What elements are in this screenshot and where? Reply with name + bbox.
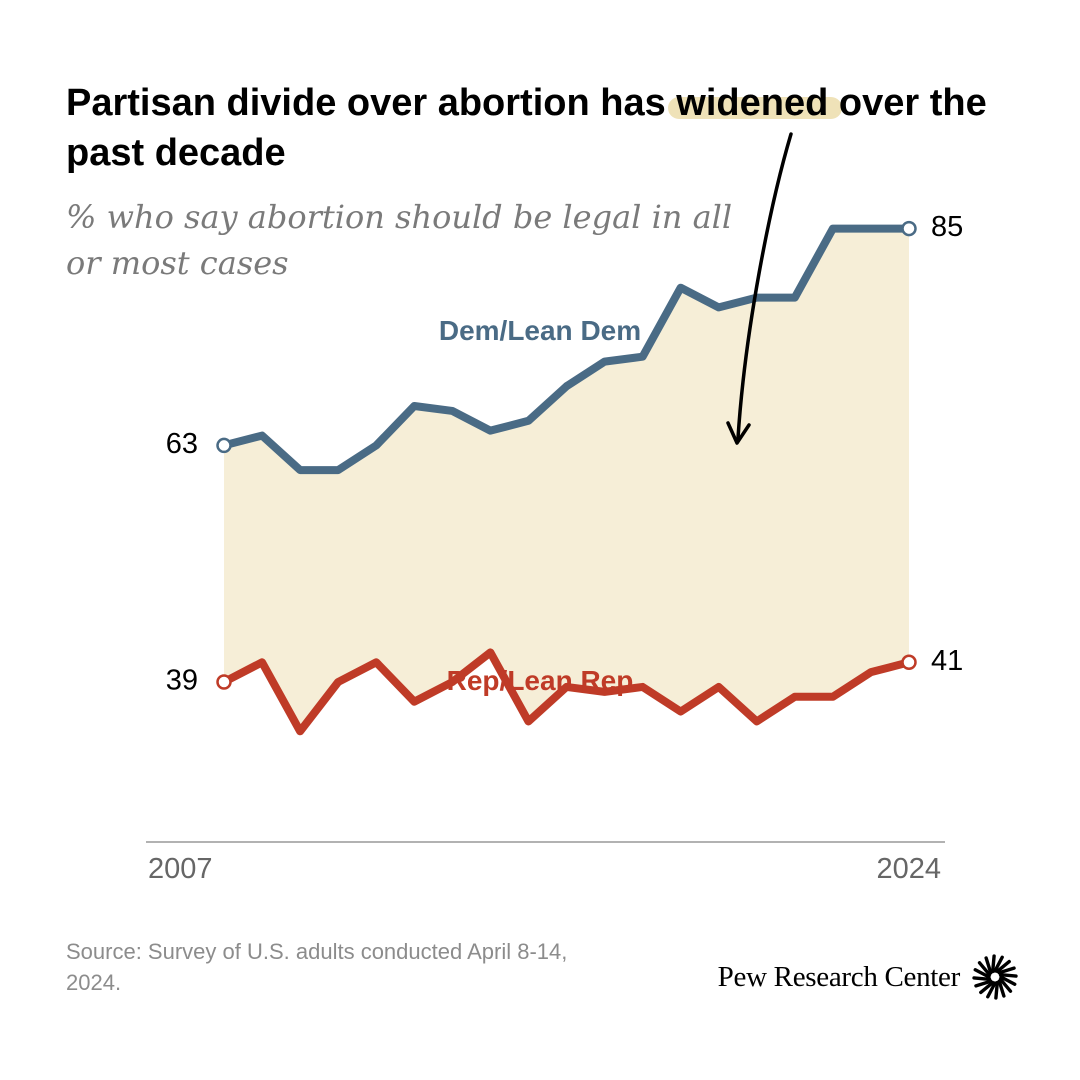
pew-burst-ray (991, 954, 996, 974)
pew-burst-ray (972, 976, 992, 981)
callout-arrowhead (726, 421, 751, 445)
logo-text: Pew Research Center (717, 960, 961, 993)
pew-burst-ray (979, 980, 995, 995)
x-axis-start-label: 2007 (148, 853, 213, 885)
pew-burst-ray (984, 956, 993, 975)
pew-burst-ray (997, 966, 1016, 975)
pew-burst-ray (973, 968, 991, 979)
dem-series-name: Dem/Lean Dem (439, 315, 641, 346)
pew-logo: Pew Research Center (718, 954, 1018, 1000)
pew-burst-ray (995, 959, 1011, 974)
pew-burst-ray (998, 977, 1013, 993)
x-axis-end-label: 2024 (876, 853, 941, 885)
gap-area (224, 228, 909, 732)
pew-burst-ray (999, 975, 1017, 986)
pew-burst-icon (972, 954, 1018, 1000)
chart-title: Partisan divide over abortion has widene… (66, 78, 1026, 178)
pew-burst-ray (997, 979, 1006, 998)
chart-subtitle: % who say abortion should be legal in al… (66, 198, 733, 282)
source-note: Source: Survey of U.S. adults conducted … (66, 939, 568, 995)
dem-series-line (220, 224, 913, 475)
dem-start-marker (216, 437, 232, 454)
dem-end-marker (901, 220, 917, 237)
title-part-1: Partisan divide over abortion has (66, 82, 677, 124)
pew-burst-ray (977, 961, 992, 977)
rep-end-marker (901, 654, 917, 671)
dem-end-label: 85 (931, 211, 963, 243)
rep-series-name: Rep/Lean Rep (447, 665, 634, 696)
pew-burst-ray (994, 980, 999, 1000)
rep-series-line (220, 648, 913, 736)
pew-burst-ray (986, 981, 997, 999)
title-highlight: widened (676, 82, 829, 124)
rep-start-marker (216, 674, 232, 690)
rep-start-label: 39 (166, 665, 198, 697)
rep-end-label: 41 (931, 645, 963, 677)
pew-burst-ray (998, 973, 1018, 978)
callout-arrow (736, 132, 793, 440)
dem-start-label: 63 (166, 428, 198, 460)
pew-burst-ray (993, 955, 1004, 973)
pew-burst-ray (974, 979, 993, 988)
title-part-2: over the past decade (66, 82, 987, 174)
